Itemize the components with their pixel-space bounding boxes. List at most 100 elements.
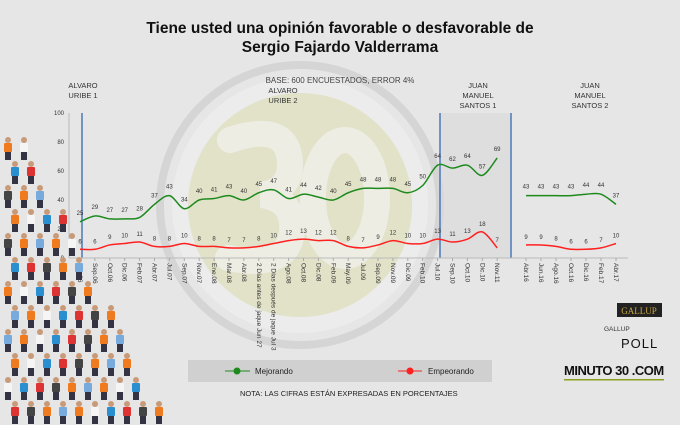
person-body: [139, 407, 147, 416]
minuto30-logo: MINUTO 30 .COM: [564, 363, 664, 381]
person-body: [36, 287, 44, 296]
person-head: [76, 305, 82, 311]
person-head: [53, 281, 59, 287]
person-legs: [53, 392, 59, 400]
person-legs: [76, 416, 82, 424]
person-legs: [69, 344, 75, 352]
person-legs: [60, 272, 66, 280]
mejorando-line: [525, 192, 617, 205]
svg-text:GALLUP: GALLUP: [604, 326, 630, 333]
person-legs: [69, 392, 75, 400]
mejorando-data-label: 64: [434, 154, 441, 160]
person-body: [4, 239, 12, 248]
mejorando-data-label: 40: [241, 189, 248, 195]
person-legs: [85, 392, 91, 400]
person-head: [12, 161, 18, 167]
mejorando-data-label: 43: [226, 185, 233, 191]
x-tick-label: 2 Días después de jaque Jul 3: [270, 263, 277, 351]
person-head: [69, 329, 75, 335]
person-legs: [92, 416, 98, 424]
mejorando-data-label: 42: [315, 186, 322, 192]
person-head: [44, 401, 50, 407]
person-head: [21, 377, 27, 383]
period-label: SANTOS 2: [572, 101, 609, 110]
watermark-logo: [156, 61, 444, 349]
x-tick-label: Feb.17: [597, 263, 604, 284]
empeorando-data-label: 10: [404, 234, 411, 240]
person-body: [43, 407, 51, 416]
person-body: [36, 335, 44, 344]
person-body: [36, 239, 44, 248]
person-head: [44, 305, 50, 311]
person-body: [75, 263, 83, 272]
mejorando-data-label: 43: [523, 185, 530, 191]
person-head: [28, 353, 34, 359]
person-legs: [12, 272, 18, 280]
person-body: [27, 359, 35, 368]
person-legs: [12, 224, 18, 232]
person-head: [21, 281, 27, 287]
x-tick-label: Feb.07: [136, 263, 143, 284]
mejorando-data-label: 45: [255, 182, 262, 188]
person-legs: [140, 416, 146, 424]
person-body: [20, 191, 28, 200]
person-head: [124, 401, 130, 407]
mejorando-data-label: 43: [568, 185, 575, 191]
person-body: [155, 407, 163, 416]
person-head: [12, 401, 18, 407]
y-tick-label: 80: [57, 140, 64, 146]
person-body: [59, 407, 67, 416]
empeorando-data-label: 6: [569, 239, 573, 245]
person-body: [43, 215, 51, 224]
person-body: [116, 335, 124, 344]
person-body: [43, 311, 51, 320]
person-legs: [92, 320, 98, 328]
person-legs: [108, 320, 114, 328]
mejorando-data-label: 40: [330, 189, 337, 195]
empeorando-data-label: 7: [361, 238, 365, 244]
mejorando-data-label: 44: [583, 183, 590, 189]
empeorando-line: [525, 242, 617, 251]
person-body: [68, 239, 76, 248]
mejorando-data-label: 40: [196, 189, 203, 195]
person-body: [27, 311, 35, 320]
person-head: [5, 233, 11, 239]
empeorando-data-label: 8: [198, 236, 202, 242]
person-body: [11, 215, 19, 224]
person-body: [52, 335, 60, 344]
person-body: [11, 263, 19, 272]
person-head: [60, 305, 66, 311]
person-head: [85, 377, 91, 383]
mejorando-data-label: 41: [211, 188, 218, 194]
mejorando-data-label: 27: [121, 208, 128, 214]
person-legs: [5, 200, 11, 208]
person-legs: [44, 368, 50, 376]
person-legs: [21, 296, 27, 304]
person-head: [76, 353, 82, 359]
person-legs: [37, 344, 43, 352]
x-tick-label: Feb.10: [419, 263, 426, 284]
person-head: [53, 377, 59, 383]
person-head: [53, 233, 59, 239]
watermark-digit-0: [300, 127, 390, 269]
person-legs: [60, 320, 66, 328]
person-legs: [101, 344, 107, 352]
person-head: [60, 401, 66, 407]
svg-text:GALLUP: GALLUP: [621, 306, 657, 316]
person-head: [12, 257, 18, 263]
person-legs: [44, 320, 50, 328]
person-body: [116, 383, 124, 392]
person-legs: [28, 224, 34, 232]
person-legs: [21, 152, 27, 160]
person-body: [91, 407, 99, 416]
person-head: [21, 233, 27, 239]
x-tick-label: Abr.16: [522, 263, 529, 282]
empeorando-data-label: 10: [121, 234, 128, 240]
person-legs: [21, 392, 27, 400]
empeorando-data-label: 8: [554, 236, 558, 242]
person-legs: [44, 416, 50, 424]
person-head: [140, 401, 146, 407]
person-head: [69, 377, 75, 383]
person-legs: [156, 416, 162, 424]
svg-text:POLL: POLL: [621, 336, 658, 351]
